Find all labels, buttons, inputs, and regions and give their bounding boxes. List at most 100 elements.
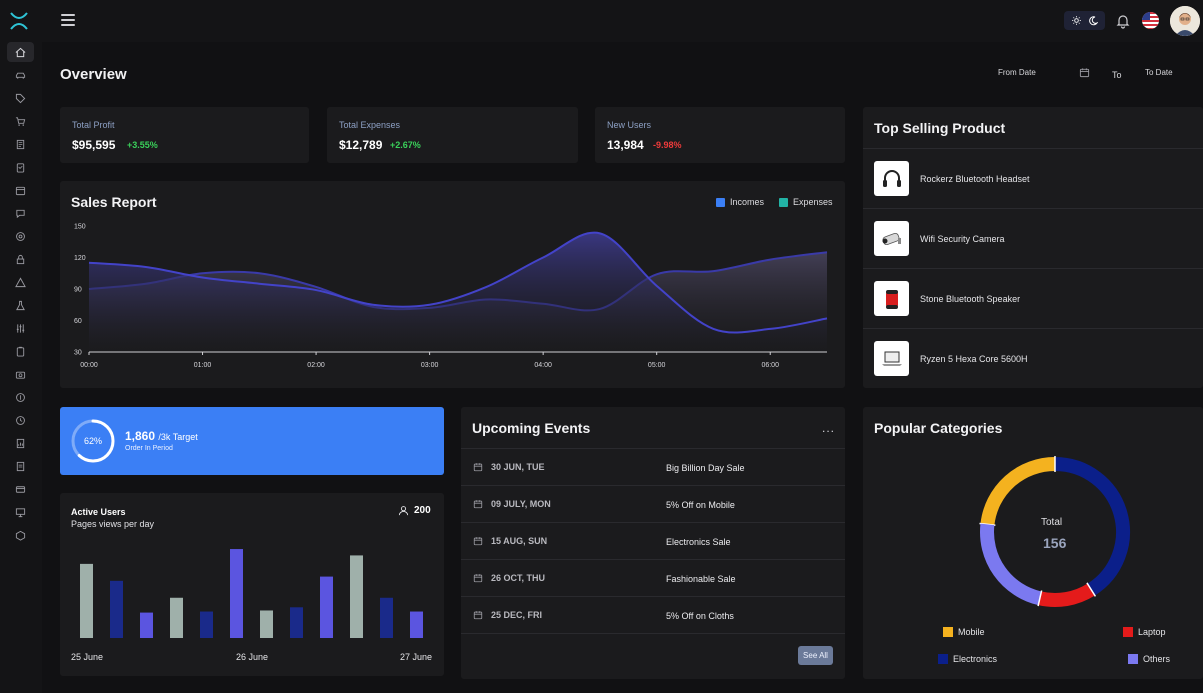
coin-icon	[16, 392, 25, 402]
camera-icon	[15, 371, 26, 379]
event-name: Big Billion Day Sale	[666, 463, 745, 473]
legend-laptop[interactable]: Laptop	[1123, 627, 1166, 637]
popular-categories-card: Popular Categories Total 156 Mobile Lapt…	[863, 407, 1203, 679]
legend-label: Laptop	[1138, 627, 1166, 637]
slice-mobile	[980, 457, 1056, 526]
avatar[interactable]	[1170, 6, 1200, 36]
sidebar-item-document[interactable]	[7, 456, 34, 476]
slice-separator	[1037, 590, 1043, 607]
sidebar-item-coin[interactable]	[7, 387, 34, 407]
sidebar-item-sliders[interactable]	[7, 318, 34, 338]
card-icon	[15, 485, 26, 493]
x-tick-label: 02:00	[307, 362, 325, 369]
sidebar-item-clipboard[interactable]	[7, 157, 34, 177]
legend-expenses[interactable]: Expenses	[779, 197, 833, 207]
order-target-card: 62% 1,860 /3k Target Order In Period	[60, 407, 444, 475]
sidebar-item-settings[interactable]	[7, 226, 34, 246]
product-name: Wifi Security Camera	[920, 234, 1005, 244]
sidebar-item-flask[interactable]	[7, 295, 34, 315]
product-row[interactable]: Rockerz Bluetooth Headset	[863, 149, 1203, 209]
sidebar-item-lock[interactable]	[7, 249, 34, 269]
stat-value: $95,595	[72, 138, 116, 152]
sidebar-item-calendar[interactable]	[7, 180, 34, 200]
moon-icon[interactable]	[1088, 15, 1098, 26]
target-progress-ring	[71, 419, 115, 463]
date-range-separator: To	[1112, 70, 1122, 80]
stat-label: Total Expenses	[339, 120, 401, 130]
active-users-chart	[80, 549, 423, 638]
product-name: Rockerz Bluetooth Headset	[920, 174, 1030, 184]
clipboard-icon	[16, 162, 25, 173]
event-row[interactable]: 09 JULY, MON 5% Off on Mobile	[461, 486, 845, 523]
stat-card-new-users: New Users 13,984 -9.98%	[595, 107, 845, 163]
upcoming-events-card: Upcoming Events ... 30 JUN, TUE Big Bill…	[461, 407, 845, 679]
product-row[interactable]: Stone Bluetooth Speaker	[863, 269, 1203, 329]
event-row[interactable]: 30 JUN, TUE Big Billion Day Sale	[461, 449, 845, 486]
x-tick-label: 00:00	[80, 362, 98, 369]
to-date-input[interactable]: To Date	[1145, 68, 1173, 77]
sidebar-item-chat[interactable]	[7, 203, 34, 223]
theme-toggle[interactable]	[1064, 11, 1105, 30]
bar-date-label: 25 June	[71, 652, 104, 662]
sidebar-item-tag[interactable]	[7, 88, 34, 108]
sidebar-item-cart[interactable]	[7, 111, 34, 131]
menu-toggle-icon[interactable]	[61, 14, 75, 26]
sidebar-item-box[interactable]	[7, 525, 34, 545]
target-goal: /3k Target	[158, 432, 198, 442]
bell-icon[interactable]	[1116, 13, 1130, 29]
see-all-button[interactable]: See All	[798, 646, 833, 665]
calendar-icon[interactable]	[1079, 67, 1090, 78]
calendar-icon	[473, 611, 483, 620]
legend-others[interactable]: Others	[1128, 654, 1170, 664]
active-users-title: Active Users	[71, 507, 126, 517]
event-row[interactable]: 25 DEC, FRI 5% Off on Cloths	[461, 597, 845, 634]
legend-electronics[interactable]: Electronics	[938, 654, 997, 664]
more-options-icon[interactable]: ...	[822, 421, 836, 435]
calendar-icon	[473, 537, 483, 546]
target-count: 1,860 /3k Target	[125, 429, 198, 443]
sun-icon[interactable]	[1071, 16, 1081, 25]
event-row[interactable]: 26 OCT, THU Fashionable Sale	[461, 560, 845, 597]
legend-incomes[interactable]: Incomes	[716, 197, 764, 207]
speaker-icon	[874, 281, 909, 316]
stat-value: 13,984	[607, 138, 644, 152]
x-tick-label: 03:00	[421, 362, 439, 369]
events-header: Upcoming Events ...	[461, 407, 845, 449]
event-date: 09 JULY, MON	[491, 499, 551, 509]
event-row[interactable]: 15 AUG, SUN Electronics Sale	[461, 523, 845, 560]
sidebar-item-monitor[interactable]	[7, 502, 34, 522]
product-row[interactable]: Wifi Security Camera	[863, 209, 1203, 269]
legend-mobile[interactable]: Mobile	[943, 627, 985, 637]
bar	[110, 580, 123, 638]
sidebar-item-clock[interactable]	[7, 410, 34, 430]
sidebar-item-car[interactable]	[7, 65, 34, 85]
sidebar-item-chart-doc[interactable]	[7, 433, 34, 453]
events-title: Upcoming Events	[472, 420, 591, 436]
stat-card-total-expenses: Total Expenses $12,789 +2.67%	[327, 107, 578, 163]
laptop-icon	[874, 341, 909, 376]
y-tick-label: 30	[74, 350, 82, 357]
product-row[interactable]: Ryzen 5 Hexa Core 5600H	[863, 329, 1203, 389]
legend-label: Electronics	[953, 654, 998, 664]
event-date: 26 OCT, THU	[491, 573, 546, 583]
product-name: Ryzen 5 Hexa Core 5600H	[920, 354, 1028, 364]
sidebar-item-clipboard-list[interactable]	[7, 341, 34, 361]
logo-icon[interactable]	[9, 11, 29, 31]
stat-value: $12,789	[339, 138, 383, 152]
clipboard-list-icon	[16, 346, 25, 357]
bar	[380, 597, 393, 638]
calendar-icon	[473, 500, 483, 509]
from-date-input[interactable]: From Date	[998, 68, 1036, 77]
sidebar-item-receipt[interactable]	[7, 134, 34, 154]
slice-electronics	[1054, 457, 1130, 596]
car-icon	[15, 72, 26, 79]
y-tick-label: 150	[74, 224, 86, 231]
y-tick-label: 90	[74, 287, 82, 294]
sidebar-item-camera[interactable]	[7, 364, 34, 384]
bar	[320, 576, 333, 638]
user-icon	[398, 506, 409, 516]
sidebar-item-card[interactable]	[7, 479, 34, 499]
sidebar-item-home[interactable]	[7, 42, 34, 62]
sidebar-item-alert[interactable]	[7, 272, 34, 292]
us-flag-icon[interactable]	[1142, 12, 1159, 29]
